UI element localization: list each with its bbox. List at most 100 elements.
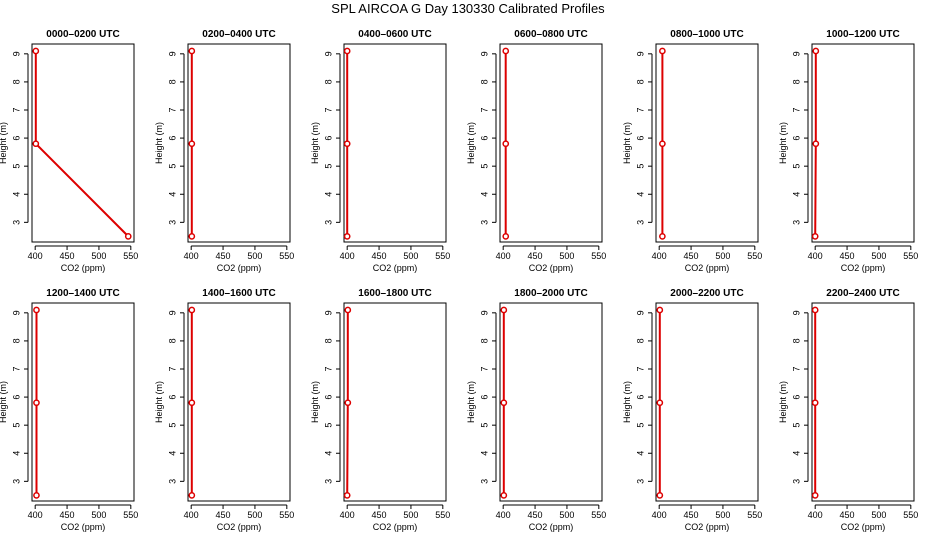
y-tick-label: 5 bbox=[323, 423, 333, 428]
x-axis-label: CO2 (ppm) bbox=[685, 522, 730, 532]
y-tick-label: 5 bbox=[11, 423, 21, 428]
y-tick-label: 7 bbox=[167, 107, 177, 112]
data-point bbox=[812, 140, 820, 148]
y-tick-label: 4 bbox=[167, 192, 177, 197]
data-point bbox=[188, 233, 196, 240]
data-point bbox=[124, 233, 132, 240]
y-tick-label: 6 bbox=[635, 136, 645, 141]
y-tick-label: 9 bbox=[635, 310, 645, 315]
y-tick-label: 8 bbox=[323, 79, 333, 84]
plot-frame bbox=[31, 43, 135, 243]
y-tick-label: 8 bbox=[635, 79, 645, 84]
y-tick-label: 8 bbox=[635, 338, 645, 343]
y-tick-label: 4 bbox=[791, 451, 801, 456]
y-tick-label: 5 bbox=[167, 423, 177, 428]
y-tick-label: 5 bbox=[167, 164, 177, 169]
y-tick-label: 5 bbox=[791, 164, 801, 169]
plot-frame bbox=[31, 302, 135, 502]
data-point bbox=[188, 47, 196, 55]
data-point bbox=[502, 233, 510, 240]
y-tick-label: 9 bbox=[167, 51, 177, 56]
y-tick-label: 9 bbox=[791, 51, 801, 56]
y-tick-label: 8 bbox=[167, 79, 177, 84]
data-point bbox=[33, 399, 40, 407]
x-tick-label: 550 bbox=[279, 510, 294, 520]
data-point bbox=[502, 47, 510, 55]
panel-5: 0800–1000 UTC 400 450 500 550 CO2 (ppm) 3 4 5 6 7 8… bbox=[622, 29, 762, 273]
x-tick-label: 400 bbox=[652, 510, 667, 520]
y-tick-label: 9 bbox=[479, 310, 489, 315]
plot-frame bbox=[187, 302, 291, 502]
y-tick-label: 6 bbox=[323, 395, 333, 400]
data-point bbox=[500, 306, 508, 314]
data-point bbox=[811, 399, 819, 407]
x-tick-label: 500 bbox=[247, 251, 262, 261]
x-tick-label: 400 bbox=[808, 510, 823, 520]
x-tick-label: 400 bbox=[652, 251, 667, 261]
y-tick-label: 3 bbox=[323, 220, 333, 225]
data-point bbox=[500, 399, 508, 407]
panel-title: 1000–1200 UTC bbox=[826, 29, 899, 40]
panel-3: 0400–0600 UTC 400 450 500 550 CO2 (ppm) 3 4 5 6 7 8… bbox=[310, 29, 450, 273]
plot-frame bbox=[655, 302, 759, 502]
data-point bbox=[811, 306, 819, 314]
x-tick-label: 550 bbox=[747, 510, 762, 520]
y-tick-label: 6 bbox=[479, 136, 489, 141]
x-tick-label: 500 bbox=[559, 251, 574, 261]
y-tick-label: 3 bbox=[323, 479, 333, 484]
x-tick-label: 500 bbox=[247, 510, 262, 520]
x-tick-label: 450 bbox=[372, 251, 387, 261]
y-tick-label: 7 bbox=[791, 107, 801, 112]
data-point bbox=[811, 492, 819, 499]
panel-9: 1600–1800 UTC 400 450 500 550 CO2 (ppm) 3 4 5 6 7 8… bbox=[310, 288, 450, 532]
y-tick-label: 7 bbox=[323, 366, 333, 371]
panel-8: 1400–1600 UTC 400 450 500 550 CO2 (ppm) 3 4 5 6 7 8… bbox=[154, 288, 294, 532]
data-point bbox=[659, 47, 666, 55]
x-tick-label: 450 bbox=[528, 251, 543, 261]
y-tick-label: 3 bbox=[635, 220, 645, 225]
y-tick-label: 9 bbox=[479, 51, 489, 56]
x-tick-label: 500 bbox=[559, 510, 574, 520]
y-tick-label: 5 bbox=[791, 423, 801, 428]
y-tick-label: 8 bbox=[479, 338, 489, 343]
y-tick-label: 5 bbox=[323, 164, 333, 169]
x-axis-label: CO2 (ppm) bbox=[685, 263, 730, 273]
plot-frame bbox=[499, 302, 603, 502]
x-tick-label: 450 bbox=[684, 510, 699, 520]
data-point bbox=[33, 492, 40, 499]
y-tick-label: 8 bbox=[11, 338, 21, 343]
y-tick-label: 7 bbox=[11, 366, 21, 371]
plot-frame bbox=[811, 302, 915, 502]
panel-4: 0600–0800 UTC 400 450 500 550 CO2 (ppm) 3 4 5 6 7 8… bbox=[466, 29, 606, 273]
x-tick-label: 500 bbox=[403, 510, 418, 520]
y-tick-label: 5 bbox=[635, 423, 645, 428]
y-tick-label: 6 bbox=[11, 395, 21, 400]
data-point bbox=[659, 140, 666, 148]
x-tick-label: 450 bbox=[528, 510, 543, 520]
panel-title: 0200–0400 UTC bbox=[202, 29, 275, 40]
x-tick-label: 400 bbox=[184, 510, 199, 520]
y-tick-label: 9 bbox=[11, 51, 21, 56]
y-axis-label: Height (m) bbox=[778, 122, 788, 164]
x-tick-label: 450 bbox=[372, 510, 387, 520]
y-tick-label: 9 bbox=[635, 51, 645, 56]
y-tick-label: 3 bbox=[11, 479, 21, 484]
x-tick-label: 450 bbox=[684, 251, 699, 261]
x-axis-label: CO2 (ppm) bbox=[529, 522, 574, 532]
y-tick-label: 3 bbox=[791, 479, 801, 484]
y-tick-label: 4 bbox=[479, 192, 489, 197]
y-axis-label: Height (m) bbox=[0, 381, 8, 423]
y-tick-label: 4 bbox=[167, 451, 177, 456]
data-point bbox=[811, 233, 819, 240]
x-tick-label: 400 bbox=[184, 251, 199, 261]
y-axis-label: Height (m) bbox=[466, 381, 476, 423]
data-point bbox=[188, 492, 196, 499]
y-tick-label: 4 bbox=[791, 192, 801, 197]
data-point bbox=[344, 306, 352, 314]
panel-6: 1000–1200 UTC 400 450 500 550 CO2 (ppm) 3 4 5 6 7 8… bbox=[778, 29, 918, 273]
x-tick-label: 500 bbox=[715, 251, 730, 261]
x-tick-label: 550 bbox=[591, 251, 606, 261]
x-tick-label: 400 bbox=[340, 251, 355, 261]
y-tick-label: 3 bbox=[479, 479, 489, 484]
